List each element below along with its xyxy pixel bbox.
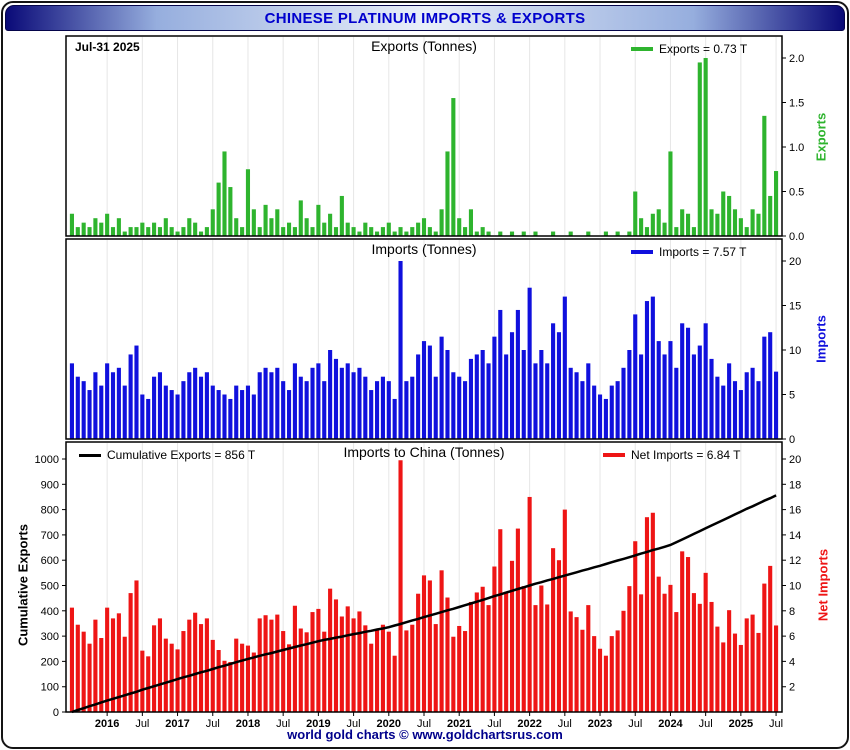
- svg-text:6: 6: [789, 631, 795, 643]
- svg-text:8: 8: [789, 606, 795, 618]
- exports-legend-swatch: [631, 47, 653, 51]
- imports-legend-swatch: [631, 250, 653, 254]
- imports-legend-label: Imports = 7.57 T: [659, 245, 747, 259]
- net-imports-legend-swatch: [603, 453, 625, 457]
- svg-text:18: 18: [789, 479, 801, 491]
- svg-text:2018: 2018: [236, 718, 260, 730]
- cumulative-legend: Cumulative Exports = 856 T: [79, 448, 255, 462]
- charts-svg: 0.00.51.01.52.00510152024681012141618200…: [35, 35, 804, 730]
- net-imports-legend: Net Imports = 6.84 T: [603, 448, 741, 462]
- svg-text:Jul: Jul: [206, 718, 220, 730]
- svg-text:400: 400: [41, 606, 59, 618]
- imports-axis-label: Imports: [813, 315, 829, 363]
- net-imports-legend-label: Net Imports = 6.84 T: [631, 448, 741, 462]
- svg-text:800: 800: [41, 505, 59, 517]
- svg-text:Jul: Jul: [558, 718, 572, 730]
- svg-text:900: 900: [41, 479, 59, 491]
- svg-text:4: 4: [789, 656, 795, 668]
- svg-text:200: 200: [41, 656, 59, 668]
- footer-credit: world gold charts © www.goldchartsrus.co…: [287, 727, 563, 742]
- svg-text:300: 300: [41, 631, 59, 643]
- svg-text:20: 20: [789, 454, 801, 466]
- date-label: Jul-31 2025: [75, 40, 140, 54]
- svg-text:2022: 2022: [517, 718, 541, 730]
- svg-text:2.0: 2.0: [789, 53, 804, 65]
- svg-text:2025: 2025: [729, 718, 753, 730]
- imports-panel-title: Imports (Tonnes): [371, 241, 477, 257]
- net-imports-axis-label: Net Imports: [815, 548, 831, 622]
- svg-text:20: 20: [789, 256, 801, 268]
- svg-text:14: 14: [789, 530, 801, 542]
- exports-legend-label: Exports = 0.73 T: [659, 42, 748, 56]
- svg-text:2016: 2016: [95, 718, 119, 730]
- svg-text:1.5: 1.5: [789, 98, 804, 110]
- svg-text:12: 12: [789, 555, 801, 567]
- exports-axis-label: Exports: [813, 112, 829, 162]
- svg-text:10: 10: [789, 581, 801, 593]
- svg-text:Jul: Jul: [417, 718, 431, 730]
- svg-text:2024: 2024: [658, 718, 683, 730]
- svg-text:0.5: 0.5: [789, 187, 804, 199]
- svg-text:Jul: Jul: [487, 718, 501, 730]
- svg-text:2023: 2023: [588, 718, 612, 730]
- svg-text:100: 100: [41, 682, 59, 694]
- svg-text:0: 0: [53, 707, 59, 719]
- title-bar: CHINESE PLATINUM IMPORTS & EXPORTS: [5, 5, 845, 31]
- svg-text:Jul: Jul: [135, 718, 149, 730]
- svg-text:Jul: Jul: [347, 718, 361, 730]
- page-title: CHINESE PLATINUM IMPORTS & EXPORTS: [264, 9, 586, 27]
- svg-text:Jul: Jul: [769, 718, 783, 730]
- imports-legend: Imports = 7.57 T: [631, 245, 747, 259]
- svg-text:600: 600: [41, 555, 59, 567]
- svg-text:10: 10: [789, 345, 801, 357]
- net-panel-title: Imports to China (Tonnes): [343, 444, 505, 460]
- svg-text:16: 16: [789, 505, 801, 517]
- svg-text:2021: 2021: [447, 718, 471, 730]
- cumulative-exports-axis-label: Cumulative Exports: [15, 523, 31, 647]
- svg-text:700: 700: [41, 530, 59, 542]
- svg-text:1000: 1000: [35, 454, 59, 466]
- svg-text:0: 0: [789, 434, 795, 446]
- svg-text:Jul: Jul: [699, 718, 713, 730]
- svg-text:2: 2: [789, 682, 795, 694]
- svg-text:5: 5: [789, 390, 795, 402]
- svg-text:500: 500: [41, 581, 59, 593]
- svg-text:Jul: Jul: [276, 718, 290, 730]
- svg-text:0.0: 0.0: [789, 231, 804, 243]
- svg-text:2020: 2020: [377, 718, 401, 730]
- svg-text:2019: 2019: [306, 718, 330, 730]
- cumulative-legend-swatch: [79, 453, 101, 457]
- svg-text:15: 15: [789, 301, 801, 313]
- svg-text:Jul: Jul: [628, 718, 642, 730]
- svg-text:1.0: 1.0: [789, 142, 804, 154]
- cumulative-legend-label: Cumulative Exports = 856 T: [107, 448, 256, 462]
- exports-panel-title: Exports (Tonnes): [371, 38, 477, 54]
- exports-legend: Exports = 0.73 T: [631, 42, 747, 56]
- svg-text:2017: 2017: [165, 718, 189, 730]
